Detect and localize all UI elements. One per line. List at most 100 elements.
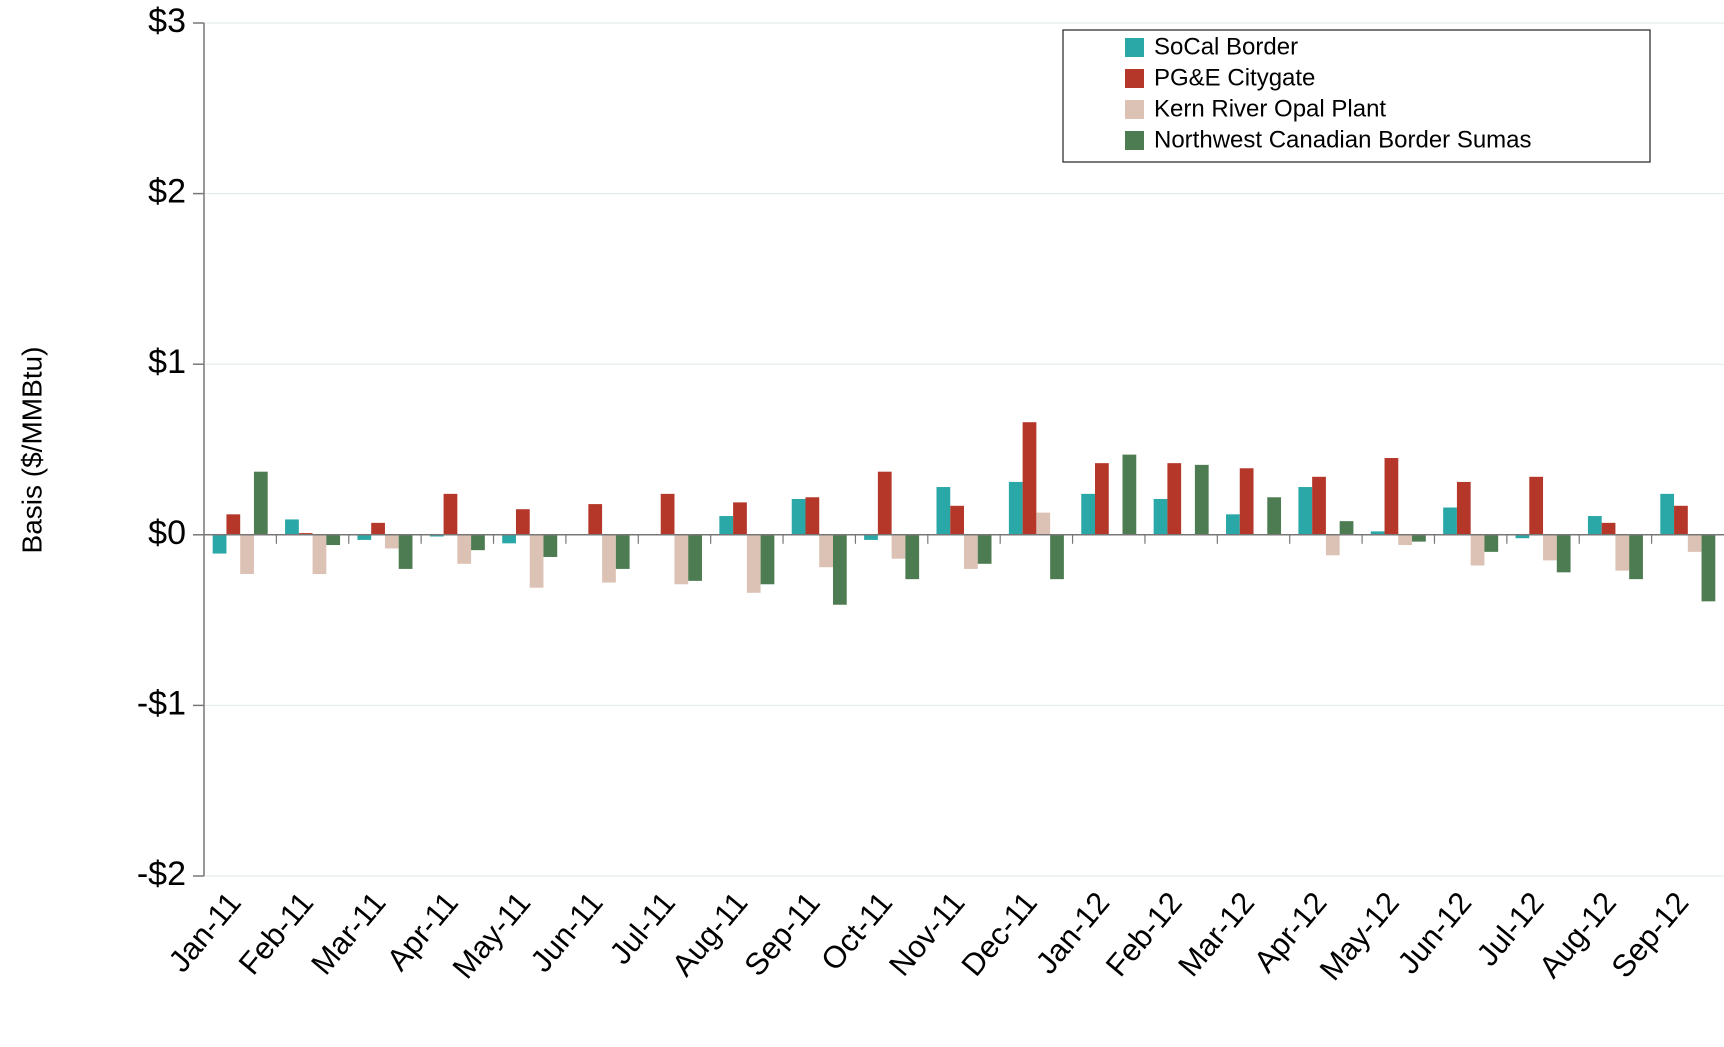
bar	[471, 534, 485, 551]
x-tick-label: Sep-12	[1604, 885, 1695, 984]
y-tick-label: $0	[148, 514, 186, 552]
bar	[1036, 512, 1051, 535]
bar	[733, 502, 747, 535]
bar	[212, 534, 227, 554]
bar	[357, 534, 372, 540]
bar	[1398, 534, 1413, 546]
bar	[1095, 463, 1109, 535]
bar	[1312, 476, 1326, 535]
bar	[819, 534, 833, 568]
bar	[936, 487, 951, 535]
bar	[964, 534, 978, 569]
legend-box	[1062, 29, 1651, 163]
bar	[1339, 521, 1354, 535]
bar	[588, 504, 603, 535]
bar	[1194, 464, 1209, 535]
bar	[615, 534, 630, 569]
y-tick-label: $2	[148, 173, 186, 211]
bar	[240, 534, 254, 575]
bar	[1325, 534, 1340, 556]
bar	[1701, 534, 1716, 602]
x-tick-label: Jan-11	[162, 885, 248, 978]
bar	[791, 498, 806, 535]
bar	[1529, 476, 1544, 535]
bar	[719, 516, 734, 535]
bar	[1484, 534, 1499, 552]
bar	[253, 471, 268, 535]
x-tick-label: Aug-11	[665, 885, 755, 982]
bar	[602, 534, 616, 583]
bar	[1226, 514, 1240, 535]
bar	[1660, 493, 1675, 535]
bar	[1443, 507, 1457, 535]
y-tick-label: $3	[148, 2, 186, 40]
bar	[1470, 534, 1485, 566]
bar	[502, 534, 516, 544]
legend-label: Kern River Opal Plant	[1154, 95, 1386, 122]
x-tick-label: Sep-11	[737, 885, 827, 982]
bar	[1081, 493, 1096, 535]
x-tick-label: Jun-11	[523, 885, 609, 978]
bar	[1543, 534, 1557, 561]
bar	[1629, 534, 1643, 580]
bar	[1153, 498, 1168, 535]
bar	[864, 534, 878, 540]
bar	[950, 505, 964, 535]
legend-label: Northwest Canadian Border Sumas	[1154, 126, 1532, 153]
y-tick-label: $1	[148, 343, 186, 381]
bar	[1587, 516, 1602, 535]
bar	[298, 533, 313, 535]
x-tick-label: Feb-11	[232, 885, 320, 981]
bar	[1008, 481, 1023, 535]
legend-label: PG&E Citygate	[1154, 64, 1315, 91]
bar	[226, 514, 241, 535]
bar	[760, 534, 775, 585]
legend-swatch	[1125, 100, 1144, 119]
bar	[1412, 534, 1426, 542]
bar	[1370, 531, 1385, 535]
bar	[832, 534, 847, 605]
bar	[1298, 487, 1313, 535]
bar	[285, 519, 299, 535]
bar	[543, 534, 558, 557]
bar	[1615, 534, 1630, 571]
bar	[1601, 522, 1616, 535]
bar	[1515, 534, 1530, 539]
bar	[515, 509, 530, 535]
bar	[1674, 505, 1688, 535]
bar	[688, 534, 702, 581]
bar	[457, 534, 472, 564]
x-tick-label: Mar-12	[1171, 885, 1261, 983]
bar	[326, 534, 341, 546]
bar	[1687, 534, 1702, 552]
bar	[977, 534, 992, 564]
y-tick-label: -$1	[137, 684, 186, 722]
y-axis-title: Basis ($/MMBtu)	[16, 347, 47, 554]
legend-swatch	[1125, 38, 1144, 57]
legend-swatch	[1125, 131, 1144, 150]
bar	[371, 522, 385, 535]
x-tick-label: Nov-11	[882, 885, 972, 982]
bar	[312, 534, 327, 575]
bar	[1122, 454, 1137, 535]
legend-label: SoCal Border	[1154, 33, 1298, 60]
bar	[905, 534, 920, 580]
bar	[660, 493, 675, 535]
y-tick-label: -$2	[137, 855, 186, 893]
bar	[1556, 534, 1571, 573]
x-tick-label: Jan-12	[1029, 885, 1117, 980]
legend-swatch	[1125, 69, 1144, 88]
bar	[1456, 481, 1471, 535]
bar	[443, 493, 458, 535]
x-tick-label: May-12	[1313, 885, 1406, 987]
bar	[1384, 458, 1399, 535]
bar	[1267, 497, 1282, 535]
bar	[877, 471, 892, 535]
bar	[746, 534, 761, 593]
x-tick-label: May-11	[446, 885, 538, 985]
bar	[1050, 534, 1064, 580]
bar	[1239, 468, 1254, 535]
bar	[529, 534, 544, 588]
